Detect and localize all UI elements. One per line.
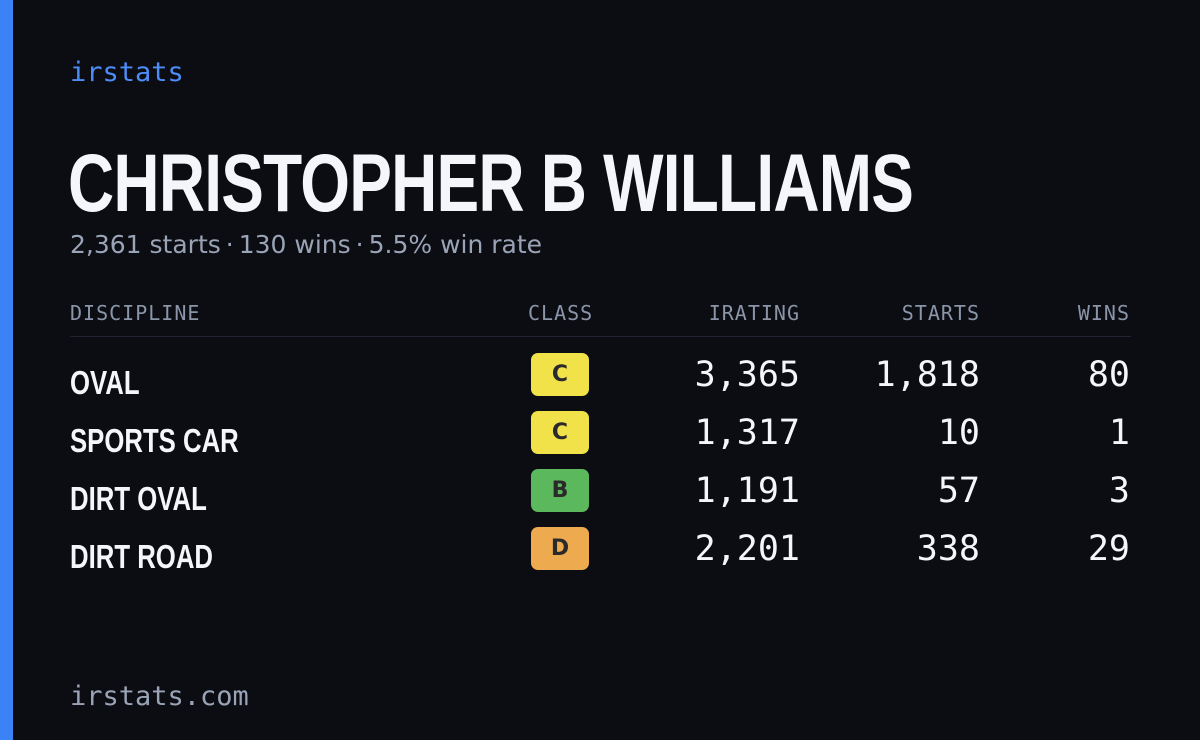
table-header: DISCIPLINE CLASS IRATING STARTS WINS xyxy=(70,298,1131,337)
starts-value: 57 xyxy=(937,471,980,511)
summary-separator: · xyxy=(355,230,364,259)
table-row: SPORTS CAR C 1,317 10 1 xyxy=(70,411,1131,469)
brand-logo-text[interactable]: irstats xyxy=(70,57,184,88)
accent-bar xyxy=(0,0,13,740)
discipline-name: SPORTS CAR xyxy=(70,422,239,459)
wins-value: 29 xyxy=(1087,529,1130,569)
discipline-name: OVAL xyxy=(70,364,140,401)
discipline-name: DIRT OVAL xyxy=(70,480,207,517)
footer-url[interactable]: irstats.com xyxy=(70,681,249,712)
starts-value: 10 xyxy=(937,413,980,453)
class-badge: C xyxy=(531,411,589,454)
table-row: OVAL C 3,365 1,818 80 xyxy=(70,353,1131,411)
header-starts: STARTS xyxy=(901,301,980,325)
wins-value: 1 xyxy=(1108,413,1130,453)
irating-value: 2,201 xyxy=(694,529,800,569)
summary-win-rate: 5.5% win rate xyxy=(368,230,543,259)
summary-wins: 130 wins xyxy=(238,230,351,259)
discipline-name: DIRT ROAD xyxy=(70,538,213,575)
table-row: DIRT ROAD D 2,201 338 29 xyxy=(70,527,1131,585)
header-class: CLASS xyxy=(528,301,594,325)
starts-value: 1,818 xyxy=(874,355,980,395)
irating-value: 1,317 xyxy=(694,413,800,453)
wins-value: 3 xyxy=(1108,471,1130,511)
table-row: DIRT OVAL B 1,191 57 3 xyxy=(70,469,1131,527)
header-irating: IRATING xyxy=(708,301,800,325)
class-badge: C xyxy=(531,353,589,396)
class-badge: B xyxy=(531,469,589,512)
discipline-table: DISCIPLINE CLASS IRATING STARTS WINS OVA… xyxy=(70,298,1131,585)
header-discipline: DISCIPLINE xyxy=(70,301,201,325)
driver-summary: 2,361 starts · 130 wins · 5.5% win rate xyxy=(70,228,542,262)
summary-starts: 2,361 starts xyxy=(70,230,221,259)
class-badge: D xyxy=(531,527,589,570)
wins-value: 80 xyxy=(1087,355,1130,395)
starts-value: 338 xyxy=(916,529,980,569)
irating-value: 3,365 xyxy=(694,355,800,395)
summary-separator: · xyxy=(225,230,234,259)
driver-name: CHRISTOPHER B WILLIAMS xyxy=(68,138,914,229)
irating-value: 1,191 xyxy=(694,471,800,511)
table-body: OVAL C 3,365 1,818 80 SPORTS CAR C 1,317… xyxy=(70,353,1131,585)
header-wins: WINS xyxy=(1077,301,1130,325)
